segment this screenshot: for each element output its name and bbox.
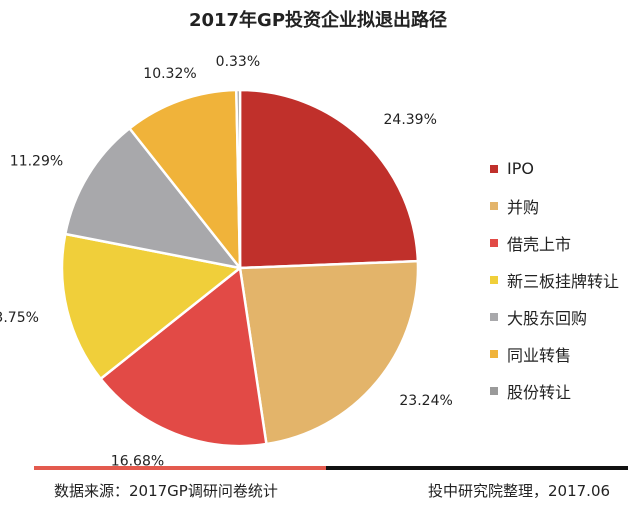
footer-source: 数据来源：2017GP调研问卷统计 bbox=[54, 482, 278, 500]
legend-swatch-3 bbox=[490, 238, 498, 247]
legend-label-2: 并购 bbox=[507, 197, 540, 217]
legend-item-1: IPO bbox=[490, 150, 619, 187]
legend-item-4: 新三板挂牌转让 bbox=[490, 261, 619, 298]
legend-label-6: 同业转售 bbox=[507, 345, 572, 365]
data-label-3: 16.68% bbox=[111, 454, 164, 470]
legend-label-4: 新三板挂牌转让 bbox=[507, 271, 620, 291]
pie-slice-7 bbox=[235, 88, 242, 270]
legend-label-7: 股份转让 bbox=[507, 382, 572, 402]
pie-slice-4 bbox=[60, 232, 242, 381]
data-label-6: 10.32% bbox=[143, 66, 196, 82]
legend-item-2: 并购 bbox=[490, 187, 619, 224]
legend-swatch-1 bbox=[490, 164, 498, 173]
legend-swatch-5 bbox=[490, 312, 498, 321]
pie-slice-3 bbox=[99, 266, 268, 448]
divider-red bbox=[34, 466, 326, 470]
legend-swatch-2 bbox=[490, 201, 498, 210]
data-label-4: 13.75% bbox=[0, 310, 39, 326]
chart-title: 2017年GP投资企业拟退出路径 bbox=[188, 10, 448, 31]
legend-label-1: IPO bbox=[507, 159, 534, 178]
legend: IPO 并购借壳上市新三板挂牌转让 大股东回购同业转售股份转让 bbox=[490, 150, 619, 409]
legend-swatch-7 bbox=[490, 386, 498, 395]
legend-swatch-4 bbox=[490, 275, 498, 284]
data-label-5: 11.29% bbox=[10, 153, 63, 169]
pie-slice-6 bbox=[128, 88, 242, 270]
legend-label-3: 借壳上市 bbox=[507, 234, 572, 254]
legend-item-7: 股份转让 bbox=[490, 372, 619, 409]
legend-item-5: 大股东回购 bbox=[490, 298, 619, 335]
footer-credit: 投中研究院整理，2017.06 bbox=[428, 482, 611, 500]
pie-slice-5 bbox=[64, 127, 242, 270]
legend-item-3: 借壳上市 bbox=[490, 224, 619, 261]
legend-label-5: 大股东回购 bbox=[507, 308, 588, 328]
data-label-7: 0.33% bbox=[216, 54, 260, 70]
legend-swatch-6 bbox=[490, 349, 498, 358]
pie-slice-1 bbox=[238, 88, 420, 270]
data-label-2: 23.24% bbox=[399, 393, 452, 409]
legend-item-6: 同业转售 bbox=[490, 335, 619, 372]
divider-black bbox=[326, 466, 628, 470]
pie-slice-2 bbox=[238, 259, 420, 446]
data-label-1: 24.39% bbox=[384, 112, 437, 128]
